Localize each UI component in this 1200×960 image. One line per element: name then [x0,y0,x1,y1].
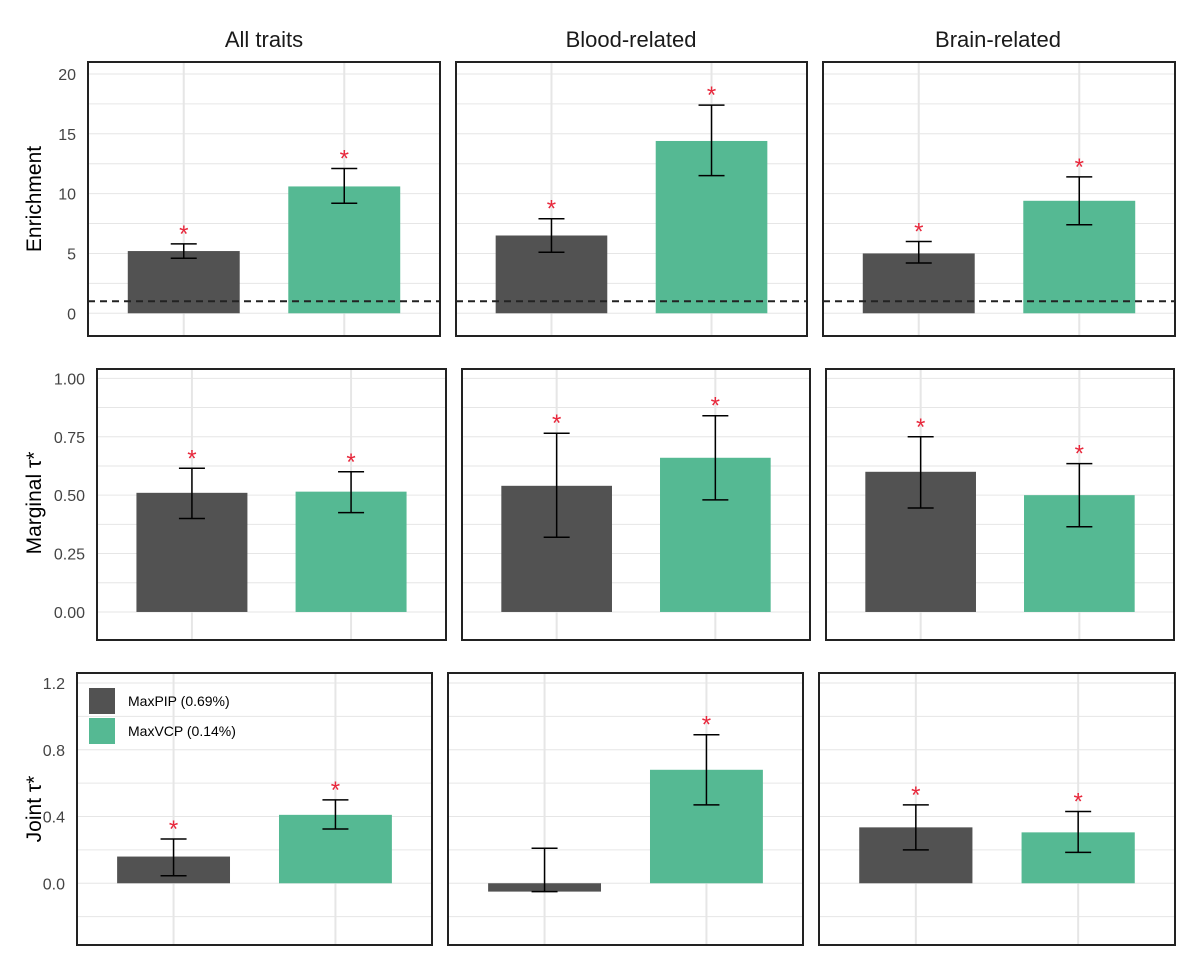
panel-enrichment-brain-related: ** [822,61,1176,337]
panel-frame [96,368,447,641]
error-bar-maxvcp [331,167,358,204]
error-bar-maxpip [543,432,570,538]
column-title-blood-related: Blood-related [566,27,697,52]
y-tick-label: 0.4 [43,810,65,827]
column-title-brain-related: Brain-related [935,27,1061,52]
legend-key-maxvcp [89,718,115,744]
legend-label-maxpip: MaxPIP (0.69%) [128,693,230,709]
row-label-marginal-tau: Marginal τ* [23,452,46,555]
row-label-marginal-group: Marginal τ* [23,452,46,555]
legend-label-maxvcp: MaxVCP (0.14%) [128,723,236,739]
panel-frame [818,672,1176,946]
panel-frame [76,672,433,946]
significance-star: * [331,777,340,804]
significance-star: * [346,449,355,476]
panel-frame [455,61,808,337]
panel-enrichment-blood-related: ** [455,61,808,337]
y-tick-label: 20 [58,67,76,84]
y-tick-label: 1.2 [43,676,65,693]
y-tick-label: 0.25 [54,547,85,564]
significance-star: * [916,414,925,441]
panel-frame [87,61,441,337]
error-bar-maxpip [905,240,932,264]
y-tick-label: 0.50 [54,488,85,505]
error-bar-maxpip [178,467,205,520]
panel-joint-tau-brain-related: * * [818,672,1176,946]
significance-star: * [911,782,920,809]
column-title-all-traits: All traits [225,27,303,52]
row-label-joint-group: Joint τ* [23,776,46,843]
error-bar-maxvcp [693,733,720,806]
panel-marginal-tau-all-traits: * * 0.00 0.25 0.50 0.75 1.00 [54,368,447,641]
bar-maxpip [127,251,240,314]
error-bar-maxpip [170,243,197,259]
panel-frame [825,368,1175,641]
error-bar-maxpip [907,436,934,509]
significance-star: * [1073,789,1082,816]
significance-star: * [552,410,561,437]
significance-star: * [702,712,711,739]
panel-marginal-tau-brain-related: ** [825,368,1175,641]
y-tick-label: 0 [67,306,76,323]
error-bar-maxpip [531,847,558,893]
legend: MaxPIP (0.69%) MaxVCP (0.14%) [89,688,236,744]
significance-star: * [914,218,923,245]
significance-star: * [1075,154,1084,181]
panel-background [77,673,432,945]
row-label-enrichment-group: Enrichment [23,146,46,252]
panel-frame [461,368,811,641]
y-tick-label: 10 [58,187,76,204]
panel-enrichment-all-traits: * * 0 5 10 15 20 [58,61,441,337]
y-tick-label: 0.75 [54,430,85,447]
panel-joint-tau-all-traits: * * 0.0 0.4 0.8 1.2 [43,672,433,946]
error-bar-maxvcp [698,104,725,177]
panel-joint-tau-blood-related: * [447,672,804,946]
y-tick-label: 5 [67,246,76,263]
row-label-enrichment: Enrichment [23,146,46,252]
significance-star: * [1075,441,1084,468]
y-tick-label: 15 [58,127,76,144]
legend-key-maxpip [89,688,115,714]
significance-star: * [179,221,188,248]
row-label-joint-tau: Joint τ* [23,776,46,843]
panel-background [819,673,1175,945]
error-bar-maxvcp [702,414,729,501]
error-bar-maxvcp [1065,810,1092,854]
error-bar-maxvcp [1066,176,1093,226]
significance-star: * [711,393,720,420]
panel-marginal-tau-blood-related: ** [461,368,811,641]
error-bar-maxvcp [322,799,349,830]
y-tick-label: 0.00 [54,605,85,622]
significance-star: * [547,196,556,223]
significance-star: * [169,816,178,843]
bar-maxvcp [288,186,401,314]
error-bar-maxpip [160,838,187,877]
significance-star: * [707,82,716,109]
significance-star: * [340,145,349,172]
panel-frame [822,61,1176,337]
y-tick-label: 0.0 [43,876,65,893]
y-tick-label: 0.8 [43,743,65,760]
panel-frame [447,672,804,946]
significance-star: * [187,445,196,472]
error-bar-maxpip [902,804,929,851]
y-tick-label: 1.00 [54,371,85,388]
error-bar-maxpip [538,217,565,253]
column-titles: All traits Blood-related Brain-related [225,27,1061,52]
error-bar-maxvcp [338,471,365,514]
error-bar-maxvcp [1066,462,1093,528]
